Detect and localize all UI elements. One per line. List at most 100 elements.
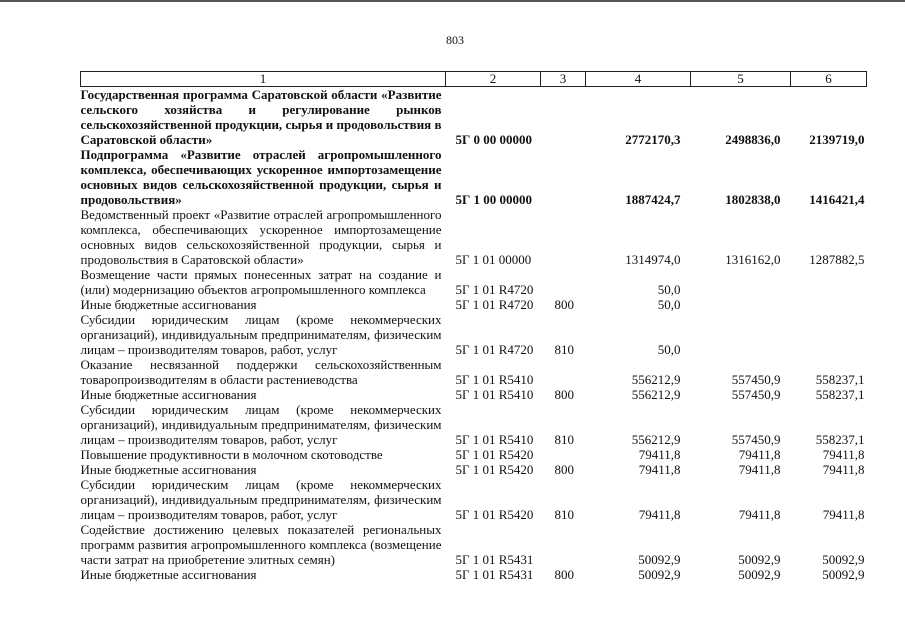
row-value-col4: 556212,9 <box>631 372 681 387</box>
row-value-col4: 79411,8 <box>638 447 681 462</box>
table-row: Субсидии юридическим лицам (кроме некомм… <box>81 312 867 357</box>
row-code: 5Г 1 01 R4720 <box>455 297 534 312</box>
row-expense-type <box>541 357 586 387</box>
row-value-col4: 79411,8 <box>638 462 681 477</box>
row-name: Повышение продуктивности в молочном скот… <box>80 447 383 462</box>
row-value-col6: 50092,9 <box>822 567 865 582</box>
row-expense-type <box>541 87 586 148</box>
row-value-col6 <box>791 297 867 312</box>
row-code: 5Г 1 01 R5431 <box>455 552 534 567</box>
row-value-col6: 79411,8 <box>822 447 865 462</box>
row-value-col4: 50,0 <box>657 297 681 312</box>
row-value-col6 <box>791 312 867 357</box>
row-code: 5Г 1 01 R5410 <box>455 387 534 402</box>
row-expense-type <box>541 267 586 297</box>
row-value-col5: 79411,8 <box>738 462 781 477</box>
page-number: 803 <box>446 33 464 47</box>
row-name: Субсидии юридическим лицам (кроме некомм… <box>80 477 442 522</box>
row-expense-type: 800 <box>554 462 575 477</box>
row-value-col6: 1287882,5 <box>809 252 865 267</box>
row-value-col5: 79411,8 <box>738 447 781 462</box>
row-expense-type <box>541 147 586 207</box>
row-value-col4: 50092,9 <box>638 567 681 582</box>
table-row: Иные бюджетные ассигнования 5Г 1 01 R5410… <box>81 387 867 402</box>
row-value-col6: 50092,9 <box>822 552 865 567</box>
row-value-col4: 50092,9 <box>638 552 681 567</box>
row-code: 5Г 1 01 R4720 <box>455 342 534 357</box>
table-row: Субсидии юридическим лицам (кроме некомм… <box>81 402 867 447</box>
row-expense-type <box>541 522 586 567</box>
row-value-col5: 1802838,0 <box>725 192 781 207</box>
table-row: Субсидии юридическим лицам (кроме некомм… <box>81 477 867 522</box>
scan-edge <box>0 0 905 2</box>
row-value-col5: 50092,9 <box>738 567 781 582</box>
row-code: 5Г 1 01 R5420 <box>455 507 534 522</box>
table-row: Государственная программа Саратовской об… <box>81 87 867 148</box>
row-expense-type: 810 <box>554 432 575 447</box>
row-value-col5: 557450,9 <box>731 432 781 447</box>
table-row: Иные бюджетные ассигнования 5Г 1 01 R5431… <box>81 567 867 582</box>
row-name: Оказание несвязанной поддержки сельскохо… <box>80 357 442 387</box>
header-col-5: 5 <box>690 71 791 87</box>
row-value-col6: 558237,1 <box>815 372 865 387</box>
row-code: 5Г 1 01 R5420 <box>455 462 534 477</box>
table-row: Содействие достижению целевых показателе… <box>81 522 867 567</box>
row-name: Государственная программа Саратовской об… <box>80 87 442 147</box>
table-row: Ведомственный проект «Развитие отраслей … <box>81 207 867 267</box>
row-code: 5Г 1 01 R5410 <box>455 432 534 447</box>
row-code: 5Г 0 00 00000 <box>455 132 533 147</box>
table-row: Оказание несвязанной поддержки сельскохо… <box>81 357 867 387</box>
row-value-col4: 1887424,7 <box>625 192 681 207</box>
row-name: Иные бюджетные ассигнования <box>80 297 257 312</box>
row-name: Иные бюджетные ассигнования <box>80 462 257 477</box>
row-code: 5Г 1 00 00000 <box>455 192 533 207</box>
header-col-6: 6 <box>790 71 867 87</box>
row-value-col5 <box>691 267 791 297</box>
header-col-1: 1 <box>80 71 446 87</box>
row-value-col4: 50,0 <box>657 282 681 297</box>
row-code: 5Г 1 01 R5410 <box>455 372 534 387</box>
header-row: 1 2 3 4 5 6 <box>80 71 867 87</box>
budget-table: 1 2 3 4 5 6 Государственная программа Са… <box>80 71 867 582</box>
row-name: Возмещение части прямых понесенных затра… <box>80 267 442 297</box>
row-value-col4: 2772170,3 <box>625 132 681 147</box>
row-value-col4: 79411,8 <box>638 507 681 522</box>
row-value-col6: 558237,1 <box>815 387 865 402</box>
row-name: Иные бюджетные ассигнования <box>80 387 257 402</box>
header-col-2: 2 <box>445 71 541 87</box>
row-expense-type: 800 <box>554 567 575 582</box>
row-expense-type <box>541 447 586 462</box>
row-value-col5: 1316162,0 <box>725 252 781 267</box>
row-value-col4: 556212,9 <box>631 387 681 402</box>
row-expense-type: 800 <box>554 297 575 312</box>
row-value-col5: 2498836,0 <box>725 132 781 147</box>
row-name: Субсидии юридическим лицам (кроме некомм… <box>80 312 442 357</box>
row-value-col5: 50092,9 <box>738 552 781 567</box>
table-row: Иные бюджетные ассигнования 5Г 1 01 R5420… <box>81 462 867 477</box>
row-value-col5: 79411,8 <box>738 507 781 522</box>
row-value-col5 <box>691 297 791 312</box>
row-expense-type: 810 <box>554 342 575 357</box>
row-value-col6: 79411,8 <box>822 507 865 522</box>
row-value-col6: 1416421,4 <box>809 192 865 207</box>
table-row: Возмещение части прямых понесенных затра… <box>81 267 867 297</box>
row-name: Содействие достижению целевых показателе… <box>80 522 442 567</box>
row-code: 5Г 1 01 R4720 <box>455 282 534 297</box>
row-expense-type <box>541 207 586 267</box>
row-value-col6 <box>791 267 867 297</box>
row-name: Иные бюджетные ассигнования <box>80 567 257 582</box>
row-code: 5Г 1 01 00000 <box>455 252 532 267</box>
row-expense-type: 800 <box>554 387 575 402</box>
header-col-3: 3 <box>540 71 586 87</box>
row-name: Субсидии юридическим лицам (кроме некомм… <box>80 402 442 447</box>
row-value-col5: 557450,9 <box>731 387 781 402</box>
header-col-4: 4 <box>585 71 691 87</box>
row-value-col6: 2139719,0 <box>809 132 865 147</box>
row-expense-type: 810 <box>554 507 575 522</box>
row-value-col5: 557450,9 <box>731 372 781 387</box>
row-name: Подпрограмма «Развитие отраслей агропром… <box>80 147 442 207</box>
row-code: 5Г 1 01 R5420 <box>455 447 534 462</box>
row-value-col6: 79411,8 <box>822 462 865 477</box>
row-value-col4: 556212,9 <box>631 432 681 447</box>
row-value-col6: 558237,1 <box>815 432 865 447</box>
